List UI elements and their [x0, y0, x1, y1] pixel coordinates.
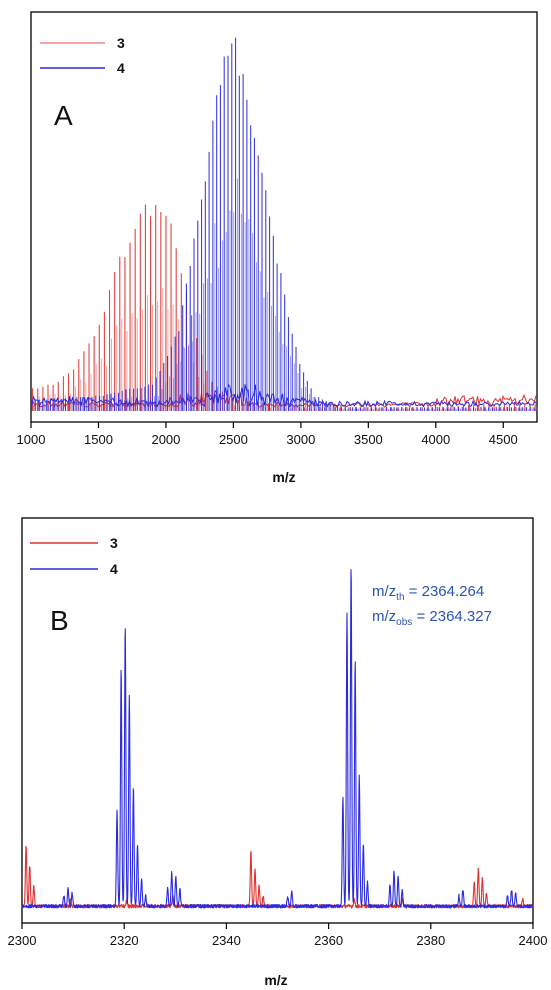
x-tick-label: 2340 [212, 933, 241, 948]
x-tick-label: 1000 [17, 432, 46, 447]
x-tick-label: 2500 [219, 432, 248, 447]
spectrum-3 [21, 845, 534, 909]
x-axis-ticks: 1000 1500 2000 2500 3000 3500 4000 4500 [17, 422, 518, 447]
legend-label-4: 4 [110, 561, 118, 577]
x-tick-label: 2320 [110, 933, 139, 948]
baseline-4 [31, 383, 537, 408]
series-3-trace [21, 845, 534, 909]
x-tick-label: 4500 [489, 432, 518, 447]
chart-a: 1000 1500 2000 2500 3000 3500 4000 4500 A 3 4 m… [17, 11, 538, 485]
mass-annotation: m/zth = 2364.264 m/zobs = 2364.327 [372, 583, 492, 628]
x-axis-label: m/z [272, 469, 295, 485]
series-4-trace [30, 37, 537, 411]
x-tick-label: 1500 [84, 432, 113, 447]
x-tick-label: 2300 [8, 933, 37, 948]
chart-b: 2300 2320 2340 2360 2380 2400 B 3 4 m/zth = 2… [8, 517, 548, 988]
x-tick-label: 2400 [519, 933, 548, 948]
panel-label: B [50, 605, 69, 636]
legend-label-3: 3 [110, 535, 118, 551]
x-tick-label: 3500 [354, 432, 383, 447]
x-tick-label: 2380 [416, 933, 445, 948]
plot-frame [21, 517, 534, 924]
x-tick-label: 2360 [314, 933, 343, 948]
legend-label-3: 3 [117, 35, 125, 51]
legend: 3 4 [40, 35, 125, 76]
legend: 3 4 [30, 535, 118, 577]
annotation-theoretical: m/zth = 2364.264 [372, 583, 484, 603]
panel-label: A [54, 100, 73, 131]
plot-frame [30, 11, 538, 423]
x-axis-label: m/z [264, 972, 287, 988]
series-4-trace [21, 569, 534, 909]
x-tick-label: 4000 [421, 432, 450, 447]
annotation-observed: m/zobs = 2364.327 [372, 608, 492, 628]
x-axis-ticks: 2300 2320 2340 2360 2380 2400 [8, 923, 548, 948]
x-tick-label: 2000 [151, 432, 180, 447]
spectrum-4 [21, 569, 534, 909]
legend-label-4: 4 [117, 60, 125, 76]
x-tick-label: 3000 [286, 432, 315, 447]
